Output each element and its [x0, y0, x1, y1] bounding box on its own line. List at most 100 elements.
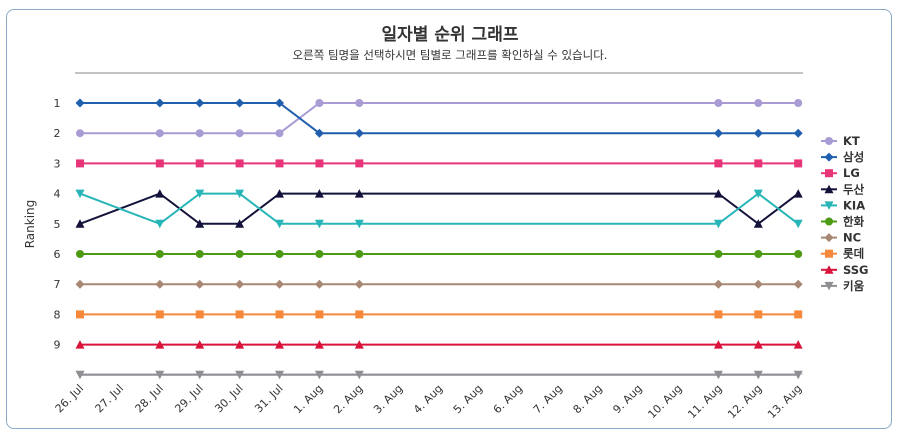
legend-label: 롯데 [843, 247, 864, 261]
data-point-SSG [753, 340, 763, 349]
data-point-KIA [793, 219, 803, 229]
data-point-NC [195, 279, 205, 289]
y-tick-label: 4 [54, 188, 61, 201]
legend-label: 키움 [843, 279, 865, 293]
y-tick-label: 5 [54, 218, 61, 231]
data-point-KT [315, 99, 324, 107]
data-point-롯데 [76, 310, 84, 319]
data-point-두산 [155, 189, 165, 198]
data-point-한화 [714, 250, 723, 258]
data-point-KIA [235, 189, 245, 199]
data-point-LG [195, 159, 204, 168]
legend-label: LG [843, 166, 860, 180]
legend-item[interactable]: SSG [821, 263, 869, 277]
data-point-키움 [155, 370, 165, 380]
data-point-SSG [75, 340, 85, 349]
x-tick-label: 7. Aug [531, 382, 565, 416]
x-tick-label: 4. Aug [411, 382, 445, 416]
legend-item[interactable]: 두산 [821, 182, 865, 196]
data-point-SSG [713, 340, 723, 349]
x-tick-label: 31. Jul [252, 382, 285, 415]
data-point-한화 [235, 250, 244, 258]
data-point-삼성 [75, 98, 85, 108]
data-point-KT [195, 129, 204, 138]
data-point-키움 [753, 370, 763, 380]
legend-marker [824, 152, 834, 162]
data-point-롯데 [754, 310, 763, 319]
data-point-키움 [354, 370, 364, 380]
data-point-KT [355, 99, 364, 107]
legend-item[interactable]: 삼성 [821, 150, 864, 164]
legend-marker [825, 217, 833, 226]
series-line-KIA [79, 192, 799, 225]
legend-item[interactable]: KT [821, 134, 860, 148]
data-point-SSG [314, 340, 324, 349]
data-point-키움 [195, 370, 205, 380]
data-point-NC [235, 279, 245, 289]
data-point-SSG [354, 340, 364, 349]
data-point-두산 [235, 219, 245, 228]
data-point-삼성 [314, 128, 324, 138]
data-point-두산 [75, 219, 85, 228]
data-point-키움 [314, 370, 324, 380]
data-point-KT [275, 129, 284, 138]
x-tick-label: 29. Jul [172, 382, 205, 415]
data-point-키움 [75, 370, 85, 380]
legend-item[interactable]: 한화 [821, 215, 865, 229]
data-point-롯데 [235, 310, 244, 319]
data-point-LG [275, 159, 284, 168]
data-point-KT [155, 129, 164, 138]
y-tick-label: 9 [54, 339, 61, 352]
legend-marker [825, 249, 833, 258]
legend-item[interactable]: LG [821, 166, 860, 180]
data-point-롯데 [355, 310, 364, 319]
legend-label: 두산 [843, 182, 865, 196]
data-point-SSG [793, 340, 803, 349]
data-point-NC [275, 279, 284, 289]
data-point-LG [714, 159, 723, 168]
data-point-NC [314, 279, 324, 289]
data-point-롯데 [794, 310, 803, 319]
x-tick-label: 1. Aug [291, 382, 325, 416]
legend-label: NC [843, 231, 861, 245]
data-point-NC [753, 279, 763, 289]
x-tick-label: 5. Aug [451, 382, 485, 416]
data-point-KT [76, 129, 84, 138]
data-point-두산 [195, 219, 205, 228]
chart-card [6, 9, 892, 429]
data-point-KIA [713, 219, 723, 229]
chart-subtitle: 오른쪽 팀명을 선택하시면 팀별로 그래프를 확인하실 수 있습니다. [292, 48, 608, 62]
x-tick-label: 6. Aug [491, 382, 525, 416]
data-point-LG [315, 159, 324, 168]
x-tick-label: 3. Aug [371, 382, 405, 416]
data-point-두산 [793, 189, 803, 198]
legend-label: KT [843, 134, 860, 148]
y-tick-label: 8 [54, 308, 61, 321]
legend-item[interactable]: 키움 [821, 279, 865, 293]
legend-label: 삼성 [843, 150, 864, 164]
data-point-KIA [195, 189, 205, 199]
data-point-KIA [75, 189, 85, 199]
y-axis-label: Ranking [23, 200, 37, 249]
y-tick-label: 7 [54, 278, 61, 291]
data-point-NC [354, 279, 364, 289]
data-point-KT [754, 99, 763, 107]
legend-label: SSG [843, 263, 869, 277]
x-tick-label: 27. Jul [93, 382, 126, 415]
legend-item[interactable]: NC [821, 231, 861, 245]
data-point-두산 [314, 189, 324, 198]
x-tick-label: 11. Aug [685, 382, 724, 421]
x-tick-label: 28. Jul [132, 382, 165, 415]
legend-item[interactable]: 롯데 [821, 247, 864, 261]
legend-marker [824, 184, 834, 194]
y-tick-label: 3 [54, 157, 61, 170]
data-point-KT [235, 129, 244, 138]
data-point-한화 [195, 250, 204, 258]
x-tick-label: 12. Aug [725, 382, 764, 421]
x-tick-label: 9. Aug [610, 382, 644, 416]
data-point-롯데 [195, 310, 204, 319]
y-tick-label: 1 [54, 97, 61, 110]
legend-item[interactable]: KIA [821, 198, 865, 212]
data-point-LG [355, 159, 364, 168]
data-point-삼성 [713, 128, 723, 138]
